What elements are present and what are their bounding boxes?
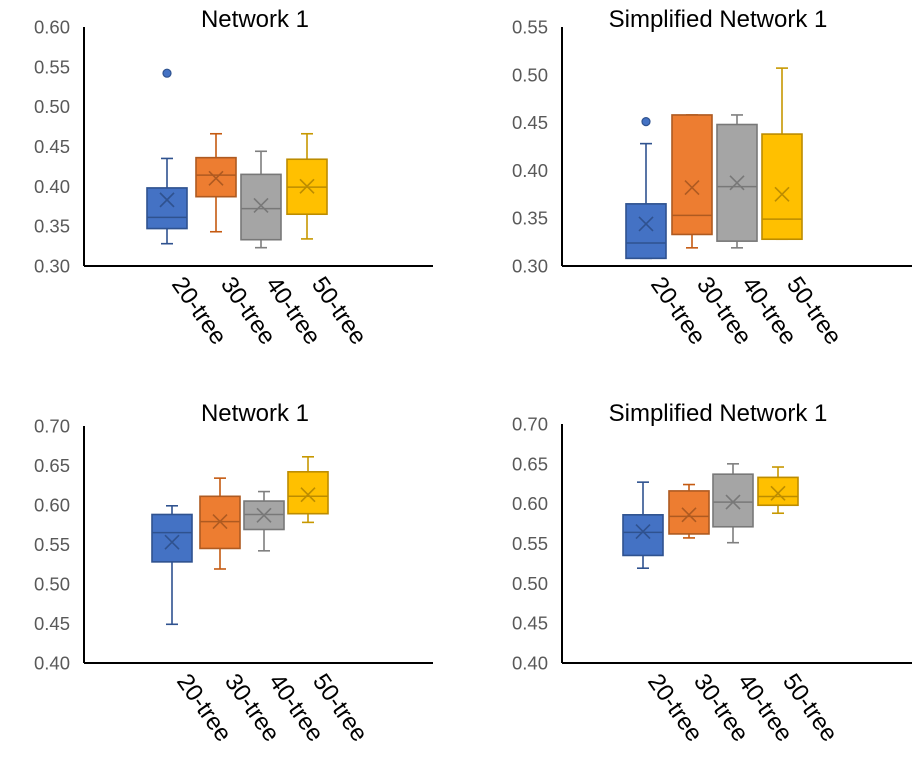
mean-marker (729, 175, 745, 191)
mean-marker (635, 523, 651, 540)
mean-marker (159, 192, 175, 208)
y-tick-label: 0.70 (34, 416, 70, 437)
iqr-box (287, 471, 329, 515)
y-tick-label: 0.45 (34, 136, 70, 157)
chart-panel-1: Network 10.600.550.500.450.400.350.3020-… (34, 6, 433, 350)
box-50-tree (286, 132, 328, 240)
box-50-tree (757, 466, 799, 515)
mean-marker (253, 197, 269, 214)
box-40-tree (712, 463, 754, 544)
y-tick-label: 0.35 (34, 216, 70, 237)
iqr-box (712, 473, 754, 528)
box-30-tree (199, 477, 241, 570)
y-tick-label: 0.55 (512, 533, 548, 554)
iqr-box (625, 203, 667, 260)
chart-panel-3: Network 10.700.650.600.550.500.450.4020-… (34, 400, 433, 747)
box-20-tree (625, 117, 667, 260)
y-tick-label: 0.40 (34, 653, 70, 674)
box-30-tree (195, 132, 237, 233)
chart-title: Network 1 (201, 400, 309, 427)
y-tick-label: 0.50 (34, 96, 70, 117)
mean-marker (164, 534, 180, 550)
y-tick-label: 0.50 (512, 573, 548, 594)
box-50-tree (287, 456, 329, 524)
y-tick-label: 0.55 (512, 17, 548, 38)
mean-marker (299, 178, 315, 194)
y-tick-label: 0.65 (34, 455, 70, 476)
y-tick-label: 0.30 (512, 256, 548, 277)
box-20-tree (151, 504, 193, 626)
iqr-box (761, 133, 803, 241)
iqr-box (240, 173, 282, 241)
chart-title: Simplified Network 1 (609, 400, 828, 427)
y-tick-label: 0.65 (512, 453, 548, 474)
mean-marker (774, 186, 790, 202)
iqr-box (671, 114, 713, 236)
y-tick-label: 0.30 (34, 256, 70, 277)
y-tick-label: 0.35 (512, 208, 548, 229)
outlier-point (162, 68, 172, 78)
mean-marker (212, 514, 228, 530)
mean-marker (256, 507, 272, 523)
mean-marker (684, 180, 700, 196)
iqr-box (151, 513, 193, 563)
chart-panel-2: Simplified Network 1 0.55 0.50 0.45 0.40 0.35… (512, 6, 912, 350)
y-tick-label: 0.45 (34, 613, 70, 634)
y-tick-label: 0.55 (34, 534, 70, 555)
y-tick-label: 0.50 (34, 574, 70, 595)
y-tick-label: 0.45 (512, 112, 548, 133)
y-tick-label: 0.55 (34, 56, 70, 77)
iqr-box (668, 490, 710, 535)
chart-panel-4: Simplified Network 1 0.70 0.65 0.60 0.55 0.50… (512, 400, 912, 747)
box-20-tree (622, 481, 664, 569)
chart-title: Network 1 (201, 6, 309, 33)
mean-marker (770, 485, 786, 501)
iqr-box (195, 156, 237, 198)
box-40-tree (243, 490, 285, 552)
y-tick-label: 0.60 (512, 493, 548, 514)
iqr-box (146, 187, 188, 230)
box-50-tree (761, 67, 803, 241)
y-tick-label: 0.45 (512, 613, 548, 634)
y-tick-label: 0.60 (34, 17, 70, 38)
y-tick-label: 0.40 (34, 176, 70, 197)
box-20-tree (146, 68, 188, 245)
y-tick-label: 0.50 (512, 64, 548, 85)
mean-marker (208, 170, 224, 186)
iqr-box (757, 476, 799, 507)
outlier-point (641, 117, 651, 127)
box-40-tree (240, 150, 282, 249)
y-tick-label: 0.70 (512, 414, 548, 435)
y-tick-label: 0.40 (512, 653, 548, 674)
mean-marker (638, 216, 654, 232)
y-tick-label: 0.60 (34, 495, 70, 516)
iqr-box (622, 514, 664, 557)
box-30-tree (671, 114, 713, 249)
box-30-tree (668, 483, 710, 539)
chart-title: Simplified Network 1 (609, 6, 828, 33)
mean-marker (300, 487, 316, 503)
y-tick-label: 0.40 (512, 160, 548, 181)
mean-marker (681, 507, 697, 523)
box-40-tree (716, 114, 758, 249)
mean-marker (725, 494, 741, 510)
